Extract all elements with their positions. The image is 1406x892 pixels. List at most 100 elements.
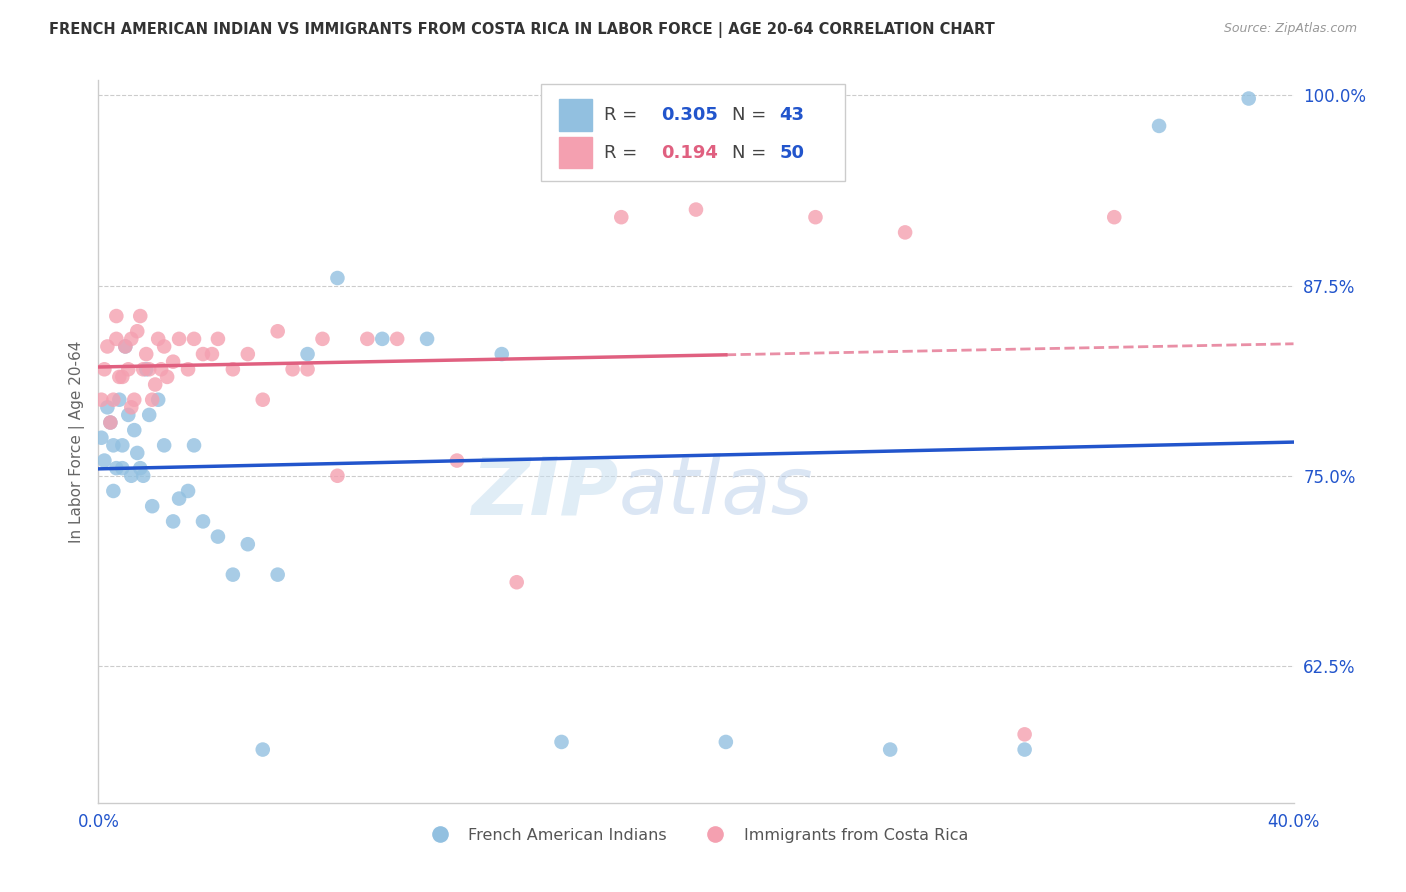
Bar [558, 99, 592, 131]
Point [610, 210, 633, 224]
Point [141, 392, 163, 407]
Point [129, 309, 152, 323]
Point [105, 309, 128, 323]
Point [90, 431, 112, 445]
Point [148, 392, 170, 407]
Point [252, 392, 274, 407]
Point [167, 332, 190, 346]
Point [281, 362, 304, 376]
Point [167, 491, 190, 506]
Point [111, 461, 134, 475]
Point [183, 332, 205, 346]
Text: 43: 43 [780, 106, 804, 124]
Point [127, 324, 149, 338]
Point [1014, 727, 1036, 741]
Text: Source: ZipAtlas.com: Source: ZipAtlas.com [1223, 22, 1357, 36]
Bar [558, 136, 592, 169]
Text: R =: R = [605, 106, 643, 124]
Point [143, 377, 166, 392]
FancyBboxPatch shape [541, 84, 845, 181]
Point [714, 735, 737, 749]
Point [267, 324, 290, 338]
Point [267, 567, 290, 582]
Text: N =: N = [733, 106, 772, 124]
Y-axis label: In Labor Force | Age 20-64: In Labor Force | Age 20-64 [69, 341, 84, 542]
Point [191, 515, 214, 529]
Point [1104, 210, 1126, 224]
Point [129, 461, 152, 475]
Text: FRENCH AMERICAN INDIAN VS IMMIGRANTS FROM COSTA RICA IN LABOR FORCE | AGE 20-64 : FRENCH AMERICAN INDIAN VS IMMIGRANTS FRO… [49, 22, 995, 38]
Point [1014, 742, 1036, 756]
Point [96, 339, 118, 353]
Text: atlas: atlas [619, 453, 813, 531]
Point [132, 362, 155, 376]
Point [103, 483, 125, 498]
Point [103, 438, 125, 452]
Text: 0.305: 0.305 [661, 106, 718, 124]
Point [105, 332, 128, 346]
Point [252, 742, 274, 756]
Point [127, 446, 149, 460]
Point [108, 392, 131, 407]
Point [506, 575, 529, 590]
Point [114, 339, 136, 353]
Point [177, 362, 200, 376]
Point [162, 515, 184, 529]
Point [124, 392, 146, 407]
Point [111, 370, 134, 384]
Point [120, 468, 142, 483]
Point [98, 416, 122, 430]
Point [356, 332, 378, 346]
Point [685, 202, 707, 217]
Point [114, 339, 136, 353]
Text: ZIP: ZIP [471, 453, 619, 531]
Point [236, 347, 259, 361]
Point [550, 735, 572, 749]
Point [93, 453, 115, 467]
Point [98, 416, 122, 430]
Point [138, 362, 160, 376]
Point [120, 401, 142, 415]
Point [117, 408, 139, 422]
Text: R =: R = [605, 144, 643, 161]
Point [236, 537, 259, 551]
Point [153, 339, 176, 353]
Point [297, 347, 319, 361]
Point [311, 332, 333, 346]
Point [207, 332, 229, 346]
Point [1237, 91, 1260, 105]
Point [446, 453, 468, 467]
Point [416, 332, 439, 346]
Point [156, 370, 179, 384]
Point [1147, 119, 1170, 133]
Point [222, 567, 245, 582]
Point [183, 438, 205, 452]
Point [191, 347, 214, 361]
Point [222, 362, 245, 376]
Point [138, 408, 160, 422]
Point [132, 468, 155, 483]
Point [201, 347, 224, 361]
Point [177, 483, 200, 498]
Point [135, 347, 157, 361]
Point [207, 530, 229, 544]
Point [124, 423, 146, 437]
Point [96, 401, 118, 415]
Point [135, 362, 157, 376]
Point [385, 332, 409, 346]
Point [297, 362, 319, 376]
Point [371, 332, 394, 346]
Point [111, 438, 134, 452]
Point [141, 499, 163, 513]
Point [103, 392, 125, 407]
Point [108, 370, 131, 384]
Point [162, 354, 184, 368]
Text: N =: N = [733, 144, 772, 161]
Point [491, 347, 513, 361]
Point [879, 742, 901, 756]
Point [90, 392, 112, 407]
Point [153, 438, 176, 452]
Point [150, 362, 173, 376]
Text: 0.194: 0.194 [661, 144, 718, 161]
Point [326, 271, 349, 285]
